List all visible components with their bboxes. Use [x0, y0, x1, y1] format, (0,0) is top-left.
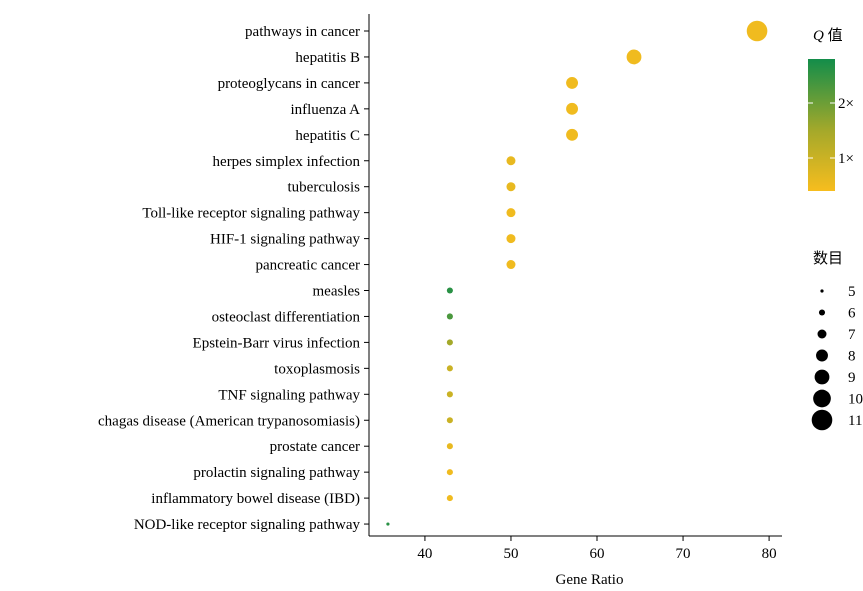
size-legend-dot [811, 409, 833, 431]
data-point [506, 156, 516, 166]
category-label: prostate cancer [270, 439, 360, 455]
color-legend-title: Q 值 [813, 27, 843, 44]
plot-area: 40 50 60 70 80 Gene Ratio pathways in cancer he… [98, 14, 782, 588]
size-legend-label: 5 [848, 284, 856, 300]
color-scale-label: 1× [838, 151, 854, 167]
size-legend-label: 8 [848, 349, 856, 365]
category-label: pancreatic cancer [256, 258, 361, 274]
data-point [446, 443, 453, 450]
data-point [566, 76, 579, 89]
legend: Q 值 2× 1× 数目 5 6 7 8 9 10 11 [808, 27, 863, 431]
color-legend-title-symbol: Q [813, 28, 824, 44]
category-label: HIF-1 signaling pathway [210, 232, 360, 248]
data-point [386, 522, 390, 526]
size-legend-label: 11 [848, 413, 862, 429]
x-tick-label: 60 [590, 546, 605, 562]
data-point [746, 20, 768, 42]
category-label: prolactin signaling pathway [193, 465, 360, 481]
data-point [446, 495, 453, 502]
category-label: hepatitis C [295, 128, 360, 144]
size-legend-dot [816, 349, 828, 362]
category-label: pathways in cancer [245, 24, 360, 40]
x-axis-title: Gene Ratio [556, 572, 624, 588]
data-point [506, 208, 516, 218]
data-point [446, 469, 453, 476]
category-label: Epstein-Barr virus infection [193, 335, 361, 351]
size-legend-label: 9 [848, 370, 856, 386]
size-legend-label: 7 [848, 327, 856, 343]
data-point [446, 313, 453, 320]
size-legend-label: 6 [848, 306, 856, 322]
size-legend-dot [820, 289, 824, 293]
x-tick-label: 80 [762, 546, 777, 562]
color-scale-bar [808, 59, 835, 191]
data-point [446, 417, 453, 424]
data-point [506, 182, 516, 192]
data-point [566, 128, 579, 141]
data-point [626, 49, 642, 65]
category-label: tuberculosis [288, 180, 361, 196]
data-point [506, 260, 516, 270]
category-label: Toll-like receptor signaling pathway [142, 206, 360, 222]
size-legend-title: 数目 [813, 250, 843, 267]
color-scale-label: 2× [838, 96, 854, 112]
category-label: measles [313, 284, 361, 300]
data-point [446, 339, 453, 346]
color-legend-title-suffix: 值 [824, 27, 843, 44]
data-point [566, 102, 579, 115]
category-label: inflammatory bowel disease (IBD) [151, 491, 360, 507]
size-legend-dot [814, 369, 830, 385]
category-label: herpes simplex infection [213, 154, 361, 170]
data-point [446, 391, 453, 398]
category-label: NOD-like receptor signaling pathway [134, 517, 361, 533]
category-label: toxoplasmosis [274, 361, 360, 377]
category-label: osteoclast differentiation [212, 309, 361, 325]
category-label: influenza A [290, 102, 360, 118]
data-point [446, 287, 453, 294]
category-label: proteoglycans in cancer [218, 76, 360, 92]
data-point [446, 365, 453, 372]
size-legend-label: 10 [848, 392, 863, 408]
x-tick-label: 40 [417, 546, 432, 562]
category-label: chagas disease (American trypanosomiasis… [98, 413, 360, 429]
x-tick-label: 50 [503, 546, 518, 562]
category-label: TNF signaling pathway [218, 387, 360, 403]
data-point [506, 234, 516, 244]
category-label: hepatitis B [295, 50, 360, 66]
size-legend-dot [817, 329, 827, 339]
x-tick-label: 70 [676, 546, 691, 562]
size-legend-dot [818, 309, 826, 316]
size-legend-dot [813, 389, 831, 408]
